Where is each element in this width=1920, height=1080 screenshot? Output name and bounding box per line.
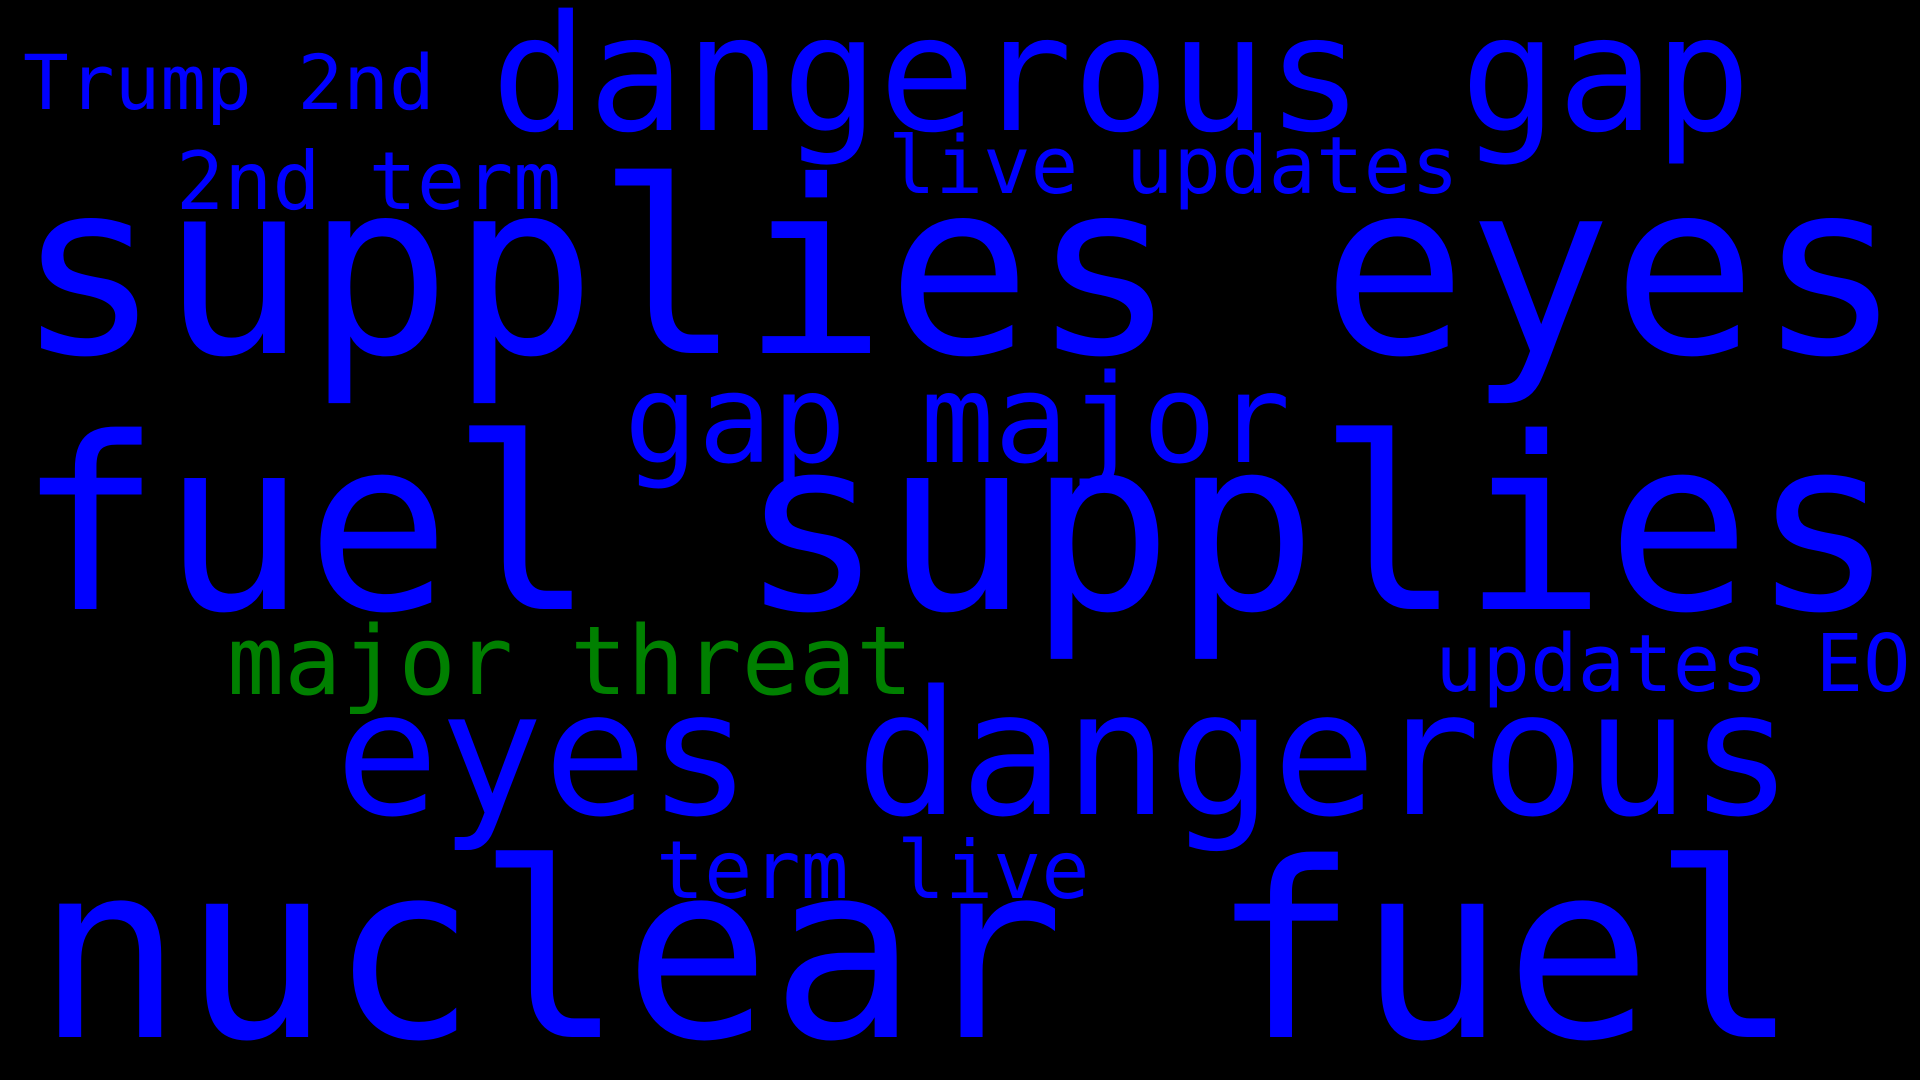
- word-trump-2nd: Trump 2nd: [23, 38, 435, 127]
- word-updates-eo: updates EO: [1435, 618, 1911, 710]
- word-fuel-supplies: fuel supplies: [17, 386, 1896, 666]
- word-2nd-term: 2nd term: [176, 135, 562, 228]
- word-dangerous-gap: dangerous gap: [491, 0, 1752, 168]
- word-supplies-eyes: supplies eyes: [16, 129, 1903, 410]
- word-eyes-dangerous: eyes dangerous: [335, 653, 1794, 855]
- word-gap-major: gap major: [624, 349, 1291, 492]
- word-major-threat: major threat: [227, 607, 914, 717]
- word-nuclear-fuel: nuclear fuel: [36, 811, 1799, 1080]
- word-term-live: term live: [656, 824, 1090, 917]
- word-live-updates: live updates: [888, 120, 1459, 212]
